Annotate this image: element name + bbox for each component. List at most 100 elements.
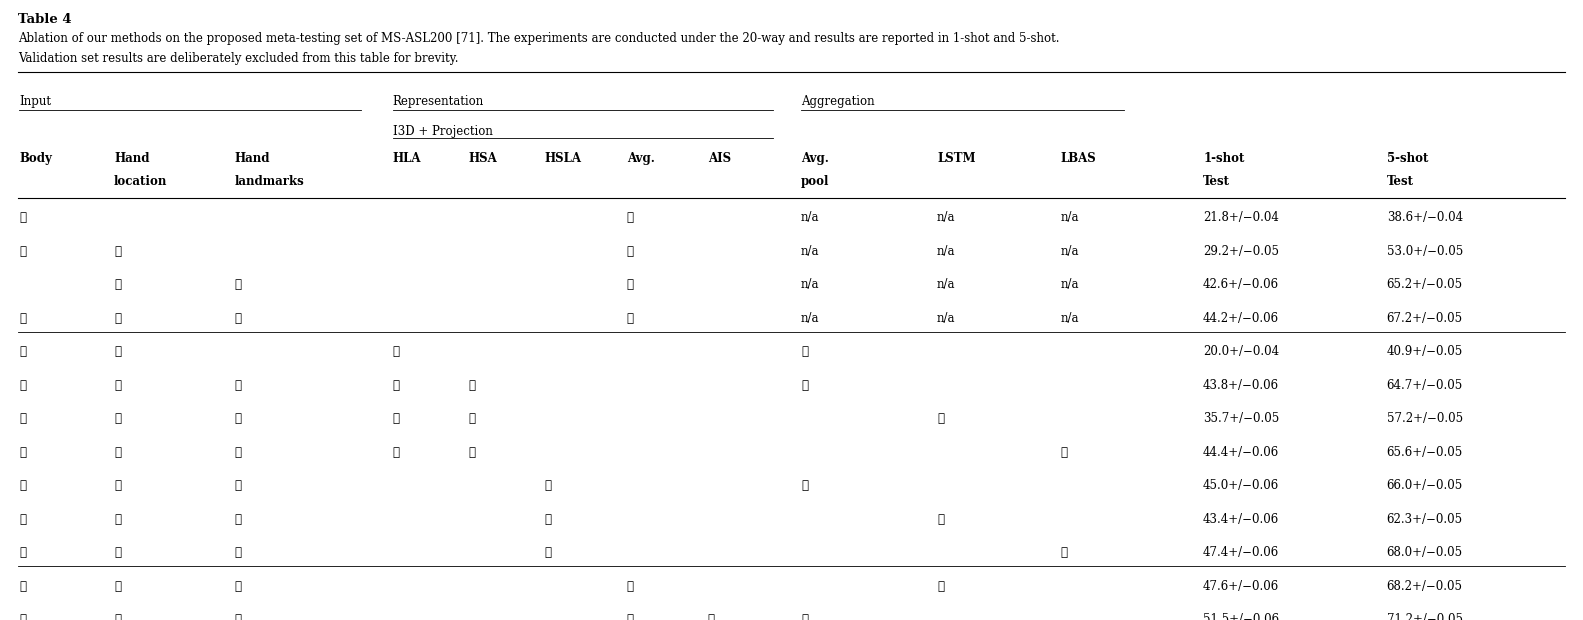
Text: 68.2+/−0.05: 68.2+/−0.05	[1387, 580, 1463, 593]
Text: ✓: ✓	[234, 446, 241, 459]
Text: 65.2+/−0.05: 65.2+/−0.05	[1387, 278, 1463, 291]
Text: 67.2+/−0.05: 67.2+/−0.05	[1387, 312, 1463, 325]
Text: Table 4: Table 4	[17, 13, 71, 26]
Text: 65.6+/−0.05: 65.6+/−0.05	[1387, 446, 1463, 459]
Text: ✓: ✓	[234, 379, 241, 392]
Text: ✓: ✓	[234, 312, 241, 325]
Text: Body: Body	[19, 152, 52, 165]
Text: pool: pool	[801, 175, 829, 188]
Text: ✓: ✓	[393, 446, 399, 459]
Text: ✓: ✓	[114, 345, 120, 358]
Text: Ablation of our methods on the proposed meta-testing set of MS-ASL200 [71]. The : Ablation of our methods on the proposed …	[17, 32, 1059, 45]
Text: 57.2+/−0.05: 57.2+/−0.05	[1387, 412, 1463, 425]
Text: n/a: n/a	[801, 245, 820, 258]
Text: ✓: ✓	[801, 345, 807, 358]
Text: I3D + Projection: I3D + Projection	[393, 125, 492, 138]
Text: ✓: ✓	[19, 513, 25, 526]
Text: n/a: n/a	[937, 211, 956, 224]
Text: ✓: ✓	[393, 412, 399, 425]
Text: Avg.: Avg.	[627, 152, 655, 165]
Text: ✓: ✓	[801, 613, 807, 620]
Text: 38.6+/−0.04: 38.6+/−0.04	[1387, 211, 1463, 224]
Text: ✓: ✓	[114, 513, 120, 526]
Text: ✓: ✓	[234, 513, 241, 526]
Text: Test: Test	[1387, 175, 1414, 188]
Text: n/a: n/a	[801, 278, 820, 291]
Text: 29.2+/−0.05: 29.2+/−0.05	[1203, 245, 1279, 258]
Text: 53.0+/−0.05: 53.0+/−0.05	[1387, 245, 1463, 258]
Text: ✓: ✓	[469, 446, 475, 459]
Text: Input: Input	[19, 95, 51, 108]
Text: 47.6+/−0.06: 47.6+/−0.06	[1203, 580, 1279, 593]
Text: n/a: n/a	[1061, 245, 1080, 258]
Text: 35.7+/−0.05: 35.7+/−0.05	[1203, 412, 1279, 425]
Text: n/a: n/a	[1061, 312, 1080, 325]
Text: ✓: ✓	[19, 379, 25, 392]
Text: ✓: ✓	[234, 613, 241, 620]
Text: 40.9+/−0.05: 40.9+/−0.05	[1387, 345, 1463, 358]
Text: ✓: ✓	[19, 446, 25, 459]
Text: ✓: ✓	[545, 546, 551, 559]
Text: location: location	[114, 175, 168, 188]
Text: ✓: ✓	[393, 379, 399, 392]
Text: ✓: ✓	[393, 345, 399, 358]
Text: ✓: ✓	[19, 479, 25, 492]
Text: landmarks: landmarks	[234, 175, 304, 188]
Text: ✓: ✓	[114, 613, 120, 620]
Text: ✓: ✓	[937, 513, 943, 526]
Text: Validation set results are deliberately excluded from this table for brevity.: Validation set results are deliberately …	[17, 52, 459, 65]
Text: HLA: HLA	[393, 152, 421, 165]
Text: ✓: ✓	[234, 278, 241, 291]
Text: ✓: ✓	[801, 379, 807, 392]
Text: ✓: ✓	[114, 379, 120, 392]
Text: ✓: ✓	[1061, 446, 1067, 459]
Text: 43.8+/−0.06: 43.8+/−0.06	[1203, 379, 1279, 392]
Text: ✓: ✓	[469, 412, 475, 425]
Text: Hand: Hand	[114, 152, 149, 165]
Text: Avg.: Avg.	[801, 152, 829, 165]
Text: ✓: ✓	[627, 245, 633, 258]
Text: 21.8+/−0.04: 21.8+/−0.04	[1203, 211, 1279, 224]
Text: 51.5+/−0.06: 51.5+/−0.06	[1203, 613, 1279, 620]
Text: ✓: ✓	[19, 613, 25, 620]
Text: 68.0+/−0.05: 68.0+/−0.05	[1387, 546, 1463, 559]
Text: ✓: ✓	[19, 312, 25, 325]
Text: ✓: ✓	[234, 479, 241, 492]
Text: LSTM: LSTM	[937, 152, 975, 165]
Text: ✓: ✓	[1061, 546, 1067, 559]
Text: ✓: ✓	[114, 278, 120, 291]
Text: 64.7+/−0.05: 64.7+/−0.05	[1387, 379, 1463, 392]
Text: n/a: n/a	[1061, 278, 1080, 291]
Text: 44.4+/−0.06: 44.4+/−0.06	[1203, 446, 1279, 459]
Text: 5-shot: 5-shot	[1387, 152, 1428, 165]
Text: ✓: ✓	[627, 580, 633, 593]
Text: ✓: ✓	[234, 580, 241, 593]
Text: ✓: ✓	[937, 580, 943, 593]
Text: HSA: HSA	[469, 152, 497, 165]
Text: 42.6+/−0.06: 42.6+/−0.06	[1203, 278, 1279, 291]
Text: ✓: ✓	[19, 245, 25, 258]
Text: ✓: ✓	[627, 211, 633, 224]
Text: LBAS: LBAS	[1061, 152, 1097, 165]
Text: ✓: ✓	[114, 412, 120, 425]
Text: Aggregation: Aggregation	[801, 95, 875, 108]
Text: ✓: ✓	[114, 580, 120, 593]
Text: 45.0+/−0.06: 45.0+/−0.06	[1203, 479, 1279, 492]
Text: ✓: ✓	[114, 479, 120, 492]
Text: n/a: n/a	[937, 245, 956, 258]
Text: ✓: ✓	[708, 613, 714, 620]
Text: 20.0+/−0.04: 20.0+/−0.04	[1203, 345, 1279, 358]
Text: ✓: ✓	[469, 379, 475, 392]
Text: ✓: ✓	[801, 479, 807, 492]
Text: AIS: AIS	[708, 152, 731, 165]
Text: Hand: Hand	[234, 152, 269, 165]
Text: 1-shot: 1-shot	[1203, 152, 1244, 165]
Text: HSLA: HSLA	[545, 152, 581, 165]
Text: ✓: ✓	[19, 211, 25, 224]
Text: n/a: n/a	[937, 278, 956, 291]
Text: n/a: n/a	[1061, 211, 1080, 224]
Text: 66.0+/−0.05: 66.0+/−0.05	[1387, 479, 1463, 492]
Text: Representation: Representation	[393, 95, 484, 108]
Text: n/a: n/a	[801, 211, 820, 224]
Text: 47.4+/−0.06: 47.4+/−0.06	[1203, 546, 1279, 559]
